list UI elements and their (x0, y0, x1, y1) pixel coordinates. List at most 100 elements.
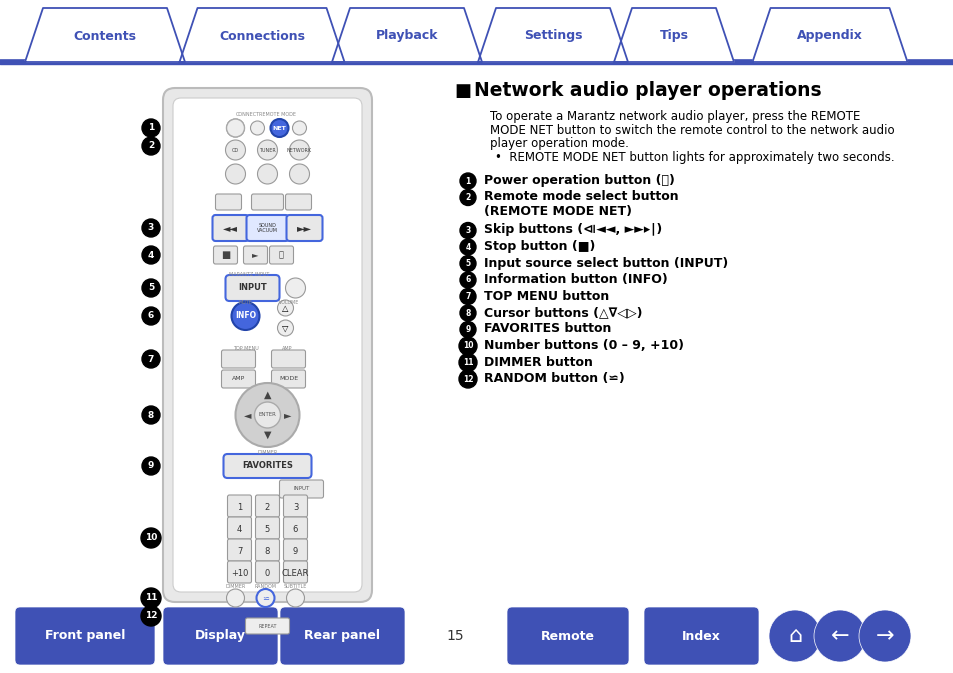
Text: CLEAR: CLEAR (281, 569, 309, 577)
Circle shape (459, 190, 476, 205)
Text: →: → (875, 626, 893, 646)
Circle shape (142, 246, 160, 264)
Text: Playback: Playback (375, 30, 437, 42)
Text: 1: 1 (236, 503, 242, 511)
Text: ◄◄: ◄◄ (223, 223, 237, 233)
Text: ⏸: ⏸ (278, 250, 284, 260)
Text: ◄: ◄ (244, 410, 251, 420)
Circle shape (293, 121, 306, 135)
Circle shape (257, 140, 277, 160)
Text: Power operation button (⏻): Power operation button (⏻) (483, 174, 674, 187)
Text: To operate a Marantz network audio player, press the REMOTE: To operate a Marantz network audio playe… (490, 110, 860, 123)
Text: 8: 8 (148, 411, 154, 419)
Text: AMP: AMP (282, 345, 293, 351)
Text: Appendix: Appendix (796, 30, 862, 42)
Text: 11: 11 (145, 594, 157, 602)
FancyBboxPatch shape (255, 517, 279, 539)
FancyBboxPatch shape (283, 561, 307, 583)
Text: DIMMER: DIMMER (225, 584, 245, 590)
Polygon shape (332, 8, 481, 62)
Text: ▲: ▲ (263, 390, 271, 400)
Circle shape (289, 140, 309, 160)
Circle shape (142, 137, 160, 155)
Text: ►: ► (283, 410, 291, 420)
Text: FAVORITES button: FAVORITES button (483, 322, 611, 336)
Text: NET: NET (273, 125, 286, 131)
Circle shape (256, 589, 274, 607)
Text: 6: 6 (293, 524, 298, 534)
Text: 15: 15 (446, 629, 463, 643)
Text: 3: 3 (148, 223, 154, 232)
Text: Front panel: Front panel (45, 629, 125, 643)
Text: ►: ► (252, 250, 258, 260)
Text: 12: 12 (462, 374, 473, 384)
FancyBboxPatch shape (255, 539, 279, 561)
Circle shape (226, 119, 244, 137)
Text: ▼: ▼ (263, 430, 271, 440)
Text: Contents: Contents (73, 30, 136, 42)
Text: 5: 5 (465, 259, 470, 268)
Text: ←: ← (830, 626, 848, 646)
FancyBboxPatch shape (213, 246, 237, 264)
Text: RANDOM button (⋍): RANDOM button (⋍) (483, 372, 624, 385)
Text: Index: Index (681, 629, 720, 643)
Text: 8: 8 (465, 308, 470, 318)
Text: 2: 2 (265, 503, 270, 511)
Text: Remote: Remote (540, 629, 595, 643)
Text: Tips: Tips (659, 30, 688, 42)
Text: TUNER: TUNER (259, 147, 275, 153)
FancyBboxPatch shape (213, 215, 248, 241)
Text: 0: 0 (265, 569, 270, 577)
Circle shape (226, 589, 244, 607)
Circle shape (232, 302, 259, 330)
Circle shape (142, 406, 160, 424)
Text: FAVORITES: FAVORITES (242, 462, 293, 470)
FancyBboxPatch shape (279, 480, 323, 498)
Text: MODE: MODE (278, 376, 297, 382)
Text: (REMOTE MODE NET): (REMOTE MODE NET) (483, 205, 631, 218)
Text: ►►: ►► (296, 223, 312, 233)
Text: Skip buttons (⧏◄◄, ►►▸∣): Skip buttons (⧏◄◄, ►►▸∣) (483, 223, 661, 236)
Text: +10: +10 (231, 569, 248, 577)
FancyBboxPatch shape (227, 561, 252, 583)
Text: 2: 2 (465, 193, 470, 202)
FancyBboxPatch shape (269, 246, 294, 264)
FancyBboxPatch shape (283, 495, 307, 517)
Text: 8: 8 (265, 546, 270, 555)
Circle shape (225, 164, 245, 184)
Text: Connections: Connections (219, 30, 305, 42)
FancyBboxPatch shape (221, 350, 255, 368)
Circle shape (459, 305, 476, 321)
Circle shape (285, 278, 305, 298)
Text: AMP: AMP (232, 376, 245, 382)
Text: REPEAT: REPEAT (258, 623, 276, 629)
Circle shape (142, 219, 160, 237)
Text: ⋍: ⋍ (262, 594, 269, 602)
Text: 9: 9 (293, 546, 297, 555)
FancyBboxPatch shape (243, 246, 267, 264)
FancyBboxPatch shape (280, 607, 405, 665)
Text: △: △ (282, 304, 289, 312)
Text: REMOTE MODE: REMOTE MODE (258, 112, 295, 116)
Circle shape (271, 119, 288, 137)
FancyBboxPatch shape (283, 517, 307, 539)
Text: DIMMER: DIMMER (257, 450, 277, 456)
Circle shape (459, 256, 476, 271)
FancyBboxPatch shape (272, 370, 305, 388)
FancyBboxPatch shape (172, 98, 361, 592)
Circle shape (459, 173, 476, 189)
Circle shape (142, 307, 160, 325)
Text: Stop button (■): Stop button (■) (483, 240, 595, 253)
FancyBboxPatch shape (15, 607, 154, 665)
FancyBboxPatch shape (285, 194, 312, 210)
Text: TOP MENU: TOP MENU (233, 345, 258, 351)
Circle shape (858, 610, 910, 662)
Text: INFO: INFO (234, 312, 255, 320)
Text: 5: 5 (265, 524, 270, 534)
Circle shape (141, 588, 161, 608)
Text: MARANTZ INPUT: MARANTZ INPUT (229, 271, 270, 277)
Circle shape (286, 589, 304, 607)
Text: VOLUME: VOLUME (279, 299, 299, 304)
Text: ■: ■ (454, 82, 471, 100)
Circle shape (251, 121, 264, 135)
